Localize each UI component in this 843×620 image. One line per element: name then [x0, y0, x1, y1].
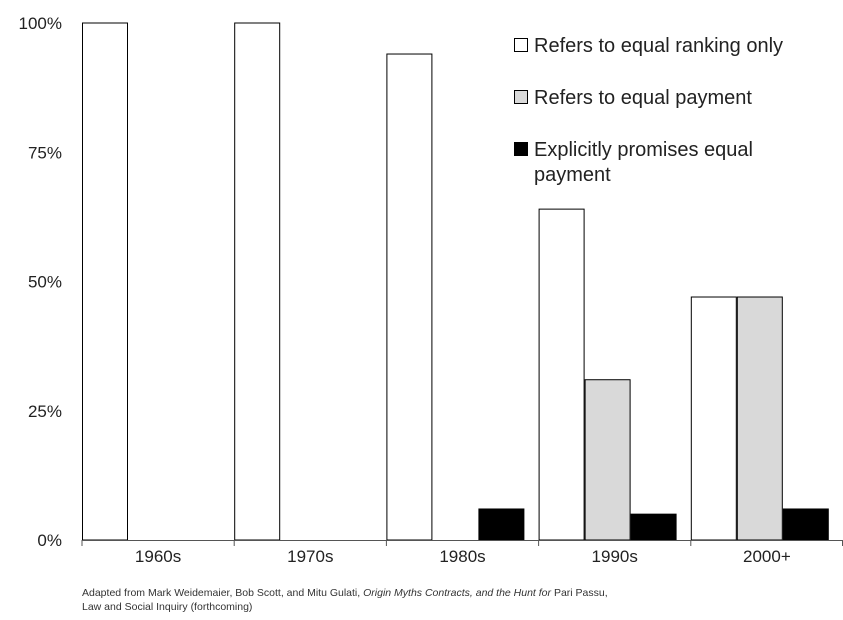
bar-1960s-series-1 [82, 22, 128, 541]
bar-1980s-series-3 [478, 508, 525, 541]
bar-2000+-series-1 [690, 296, 737, 541]
x-tick-label: 1990s [592, 547, 638, 566]
legend-swatch-1 [514, 38, 528, 52]
x-tick-label: 2000+ [743, 547, 791, 566]
bar-1990s-series-3 [630, 513, 677, 541]
x-tick-label: 1970s [287, 547, 333, 566]
y-tick-label: 25% [28, 402, 62, 421]
bar-1990s-series-2 [584, 379, 631, 541]
bar-1970s-series-1 [234, 22, 281, 541]
y-tick-label: 100% [19, 14, 62, 33]
caption-line-2: Law and Social Inquiry (forthcoming) [82, 601, 253, 613]
x-tick-label: 1960s [135, 547, 181, 566]
x-tick-label: 1980s [439, 547, 485, 566]
legend-label-2: Refers to equal payment [534, 87, 752, 109]
legend-swatch-3 [514, 142, 528, 156]
caption-authors: Adapted from Mark Weidemaier, Bob Scott,… [82, 587, 364, 599]
legend-label-3: Explicitly promises equal payment [534, 139, 753, 186]
y-tick-label: 50% [28, 273, 62, 292]
source-caption: Adapted from Mark Weidemaier, Bob Scott,… [82, 586, 822, 614]
bar-1990s-series-1 [538, 208, 585, 541]
y-tick-label: 75% [28, 143, 62, 162]
legend-label-1: Refers to equal ranking only [534, 35, 783, 57]
y-tick-label: 0% [37, 531, 62, 550]
bar-1980s-series-1 [386, 53, 433, 541]
bar-2000+-series-3 [782, 508, 829, 541]
bar-2000+-series-2 [736, 296, 783, 541]
caption-line-1: Adapted from Mark Weidemaier, Bob Scott,… [82, 586, 822, 600]
caption-title: Origin Myths Contracts, and the Hunt for [363, 587, 554, 599]
caption-title-end: Pari Passu, [553, 587, 608, 599]
legend-swatch-2 [514, 90, 528, 104]
